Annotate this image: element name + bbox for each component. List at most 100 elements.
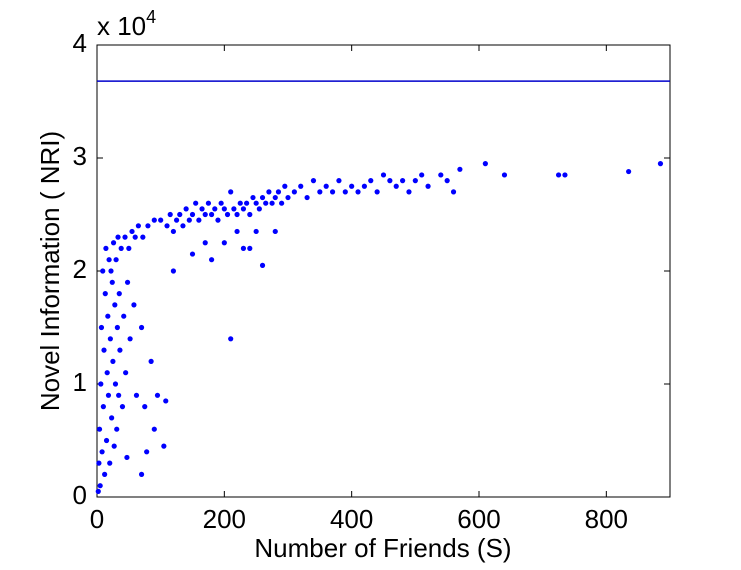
point xyxy=(127,336,133,342)
point xyxy=(298,183,304,189)
point xyxy=(231,206,237,212)
point xyxy=(355,189,361,195)
point xyxy=(212,206,218,212)
point xyxy=(163,398,169,404)
point xyxy=(304,194,310,201)
point xyxy=(240,206,247,212)
point xyxy=(412,178,418,184)
point xyxy=(107,460,113,466)
point xyxy=(115,234,121,240)
point xyxy=(234,211,240,218)
point xyxy=(406,189,412,195)
y-axis-label: Novel Information ( NRI) xyxy=(35,131,65,411)
point xyxy=(119,404,126,410)
point xyxy=(110,240,117,246)
point xyxy=(142,404,148,410)
point xyxy=(263,200,269,206)
point xyxy=(103,437,110,444)
point xyxy=(102,471,108,477)
y-tick-label: 2 xyxy=(73,254,87,284)
point xyxy=(122,234,128,240)
point xyxy=(272,194,278,201)
point xyxy=(336,178,342,184)
point xyxy=(104,370,110,376)
y-tick-label: 1 xyxy=(73,367,87,397)
point xyxy=(151,217,157,223)
point xyxy=(170,228,176,235)
point xyxy=(193,200,199,206)
point xyxy=(247,245,253,251)
point xyxy=(256,206,262,212)
point xyxy=(114,324,120,331)
point xyxy=(387,178,393,184)
point xyxy=(457,166,463,172)
point xyxy=(98,324,105,331)
x-tick-label: 200 xyxy=(203,504,246,534)
point xyxy=(103,245,109,251)
point xyxy=(161,443,167,449)
point xyxy=(234,228,240,235)
point xyxy=(450,189,457,195)
point xyxy=(138,471,145,477)
point xyxy=(144,449,150,455)
point xyxy=(240,245,247,251)
point xyxy=(221,206,227,212)
point xyxy=(109,415,115,421)
point xyxy=(626,168,632,175)
x-tick-label: 800 xyxy=(585,504,628,534)
point xyxy=(112,381,119,387)
point xyxy=(329,189,336,195)
y-multiplier: x 104 xyxy=(97,7,156,41)
point xyxy=(368,178,374,184)
point xyxy=(98,381,104,387)
point xyxy=(124,454,130,461)
point xyxy=(209,211,215,218)
point xyxy=(562,172,568,178)
point xyxy=(105,392,112,398)
point xyxy=(189,211,196,218)
point xyxy=(186,217,192,223)
x-axis-label: Number of Friends (S) xyxy=(254,533,511,563)
point xyxy=(99,449,105,455)
point xyxy=(102,291,108,297)
point xyxy=(189,251,196,257)
point xyxy=(224,211,231,218)
point xyxy=(114,426,120,432)
point xyxy=(657,161,664,167)
point xyxy=(250,194,256,201)
point xyxy=(106,257,112,263)
point xyxy=(259,194,266,201)
point xyxy=(253,228,259,235)
point xyxy=(121,313,127,319)
point xyxy=(97,483,103,489)
point xyxy=(164,223,170,229)
point xyxy=(151,426,157,432)
point xyxy=(199,206,205,212)
point xyxy=(310,178,317,184)
point xyxy=(285,194,291,201)
point xyxy=(117,347,123,353)
point xyxy=(244,200,250,206)
point xyxy=(444,178,450,184)
point xyxy=(173,217,180,223)
point xyxy=(129,228,135,235)
y-tick-label: 4 xyxy=(73,28,87,58)
point xyxy=(111,443,117,449)
point xyxy=(107,336,113,342)
point xyxy=(205,200,212,206)
point xyxy=(140,234,146,240)
point xyxy=(131,302,137,308)
point xyxy=(105,313,111,319)
point xyxy=(100,404,106,410)
point xyxy=(110,358,116,364)
point xyxy=(109,279,115,285)
point xyxy=(361,183,367,189)
point xyxy=(138,324,145,331)
point xyxy=(501,172,508,178)
point xyxy=(202,240,208,246)
point xyxy=(419,172,425,178)
point xyxy=(108,268,114,274)
point xyxy=(438,172,444,178)
point xyxy=(96,426,103,432)
